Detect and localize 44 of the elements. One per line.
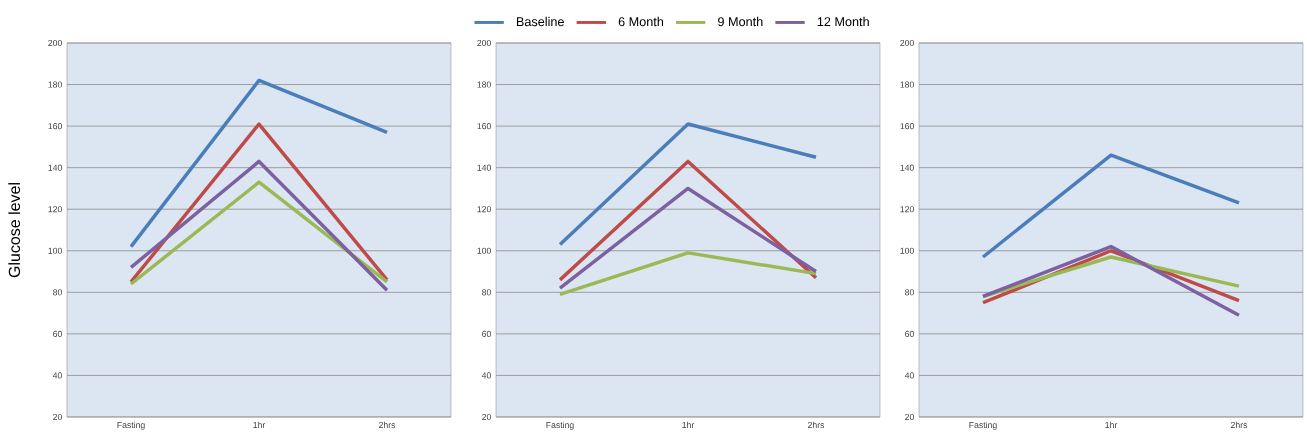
y-tick-label: 120 [48, 206, 62, 213]
y-tick-label: 80 [482, 289, 491, 296]
y-tick-label: 100 [900, 247, 914, 254]
y-tick-label: 120 [477, 206, 491, 213]
x-tick-label: Fasting [969, 421, 997, 430]
y-tick-label: 100 [477, 247, 491, 254]
y-tick-label: 160 [900, 123, 914, 130]
x-tick-label: 2hrs [808, 421, 825, 429]
y-tick-label: 120 [900, 206, 914, 213]
x-tick-label: 1hr [1105, 421, 1118, 428]
legend-label: Baseline [516, 16, 564, 27]
y-tick-label: 60 [53, 330, 62, 337]
y-tick-label: 200 [900, 39, 914, 47]
y-tick-label: 40 [481, 372, 491, 379]
y-tick-label: 20 [905, 413, 914, 421]
x-tick-label: Fasting [117, 421, 145, 430]
y-tick-label: 40 [904, 372, 914, 379]
y-axis-title: Glucose level [8, 183, 21, 278]
y-tick-label: 60 [482, 330, 491, 337]
legend-label: 6 Month [618, 16, 664, 27]
y-tick-label: 200 [48, 39, 62, 47]
y-tick-label: 140 [900, 164, 914, 171]
x-tick-label: 2hrs [379, 421, 396, 429]
y-tick-label: 180 [48, 81, 62, 88]
legend-label: 9 Month [718, 16, 763, 27]
y-tick-label: 200 [477, 39, 491, 47]
y-tick-label: 20 [482, 413, 491, 421]
y-tick-label: 40 [52, 372, 62, 379]
legend-label: 12 Month [817, 16, 869, 27]
y-tick-label: 180 [900, 81, 914, 88]
x-tick-label: 1hr [253, 421, 266, 428]
y-tick-label: 60 [905, 330, 914, 337]
y-tick-label: 180 [477, 81, 491, 88]
y-tick-label: 80 [53, 289, 62, 296]
y-tick-label: 140 [48, 164, 62, 171]
x-tick-label: 2hrs [1231, 421, 1248, 429]
x-tick-label: 1hr [682, 421, 695, 428]
y-tick-label: 80 [905, 289, 914, 296]
y-tick-label: 100 [48, 247, 62, 254]
y-tick-label: 160 [48, 123, 62, 130]
x-tick-label: Fasting [546, 421, 574, 430]
y-tick-label: 160 [477, 123, 491, 130]
y-tick-label: 140 [477, 164, 491, 171]
y-tick-label: 20 [53, 413, 62, 421]
